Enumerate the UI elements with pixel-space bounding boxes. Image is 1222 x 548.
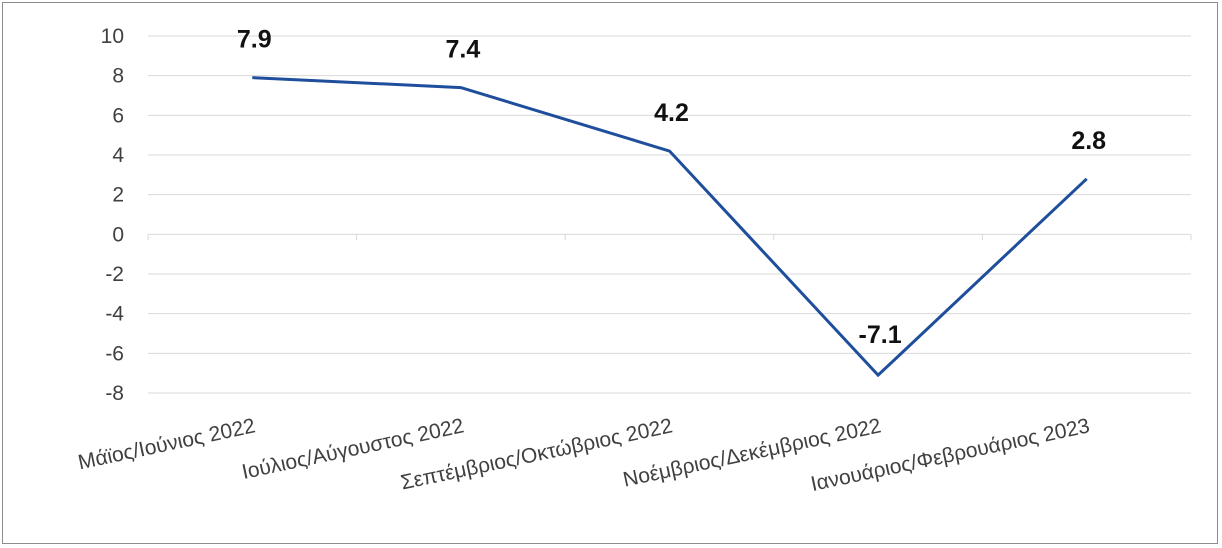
y-axis-tick-labels: 10 8 6 4 2 0 -2 -4 -6 -8 — [101, 25, 125, 405]
y-tick-label: 2 — [112, 184, 124, 207]
x-category-label: Μάϊος/Ιούνιος 2022 — [76, 414, 257, 474]
data-label: 7.4 — [446, 36, 481, 64]
y-tick-label: -6 — [105, 342, 124, 365]
y-tick-label: -8 — [105, 382, 124, 405]
series-line-path — [252, 76, 1088, 378]
y-tick-label: -2 — [105, 263, 124, 286]
y-tick-label: 4 — [112, 144, 124, 167]
y-tick-label: 10 — [101, 25, 124, 48]
y-tick-label: -4 — [105, 303, 124, 326]
gridlines — [147, 35, 1192, 394]
data-label: -7.1 — [859, 321, 902, 349]
y-tick-label: 8 — [112, 65, 124, 88]
y-tick-label: 6 — [112, 104, 124, 127]
data-label: 2.8 — [1071, 127, 1106, 155]
data-labels: 7.9 7.4 4.2 -7.1 2.8 — [237, 26, 1106, 349]
data-label: 4.2 — [654, 99, 689, 127]
y-tick-label: 0 — [112, 223, 124, 246]
data-label: 7.9 — [237, 26, 272, 54]
series-line — [252, 76, 1088, 378]
